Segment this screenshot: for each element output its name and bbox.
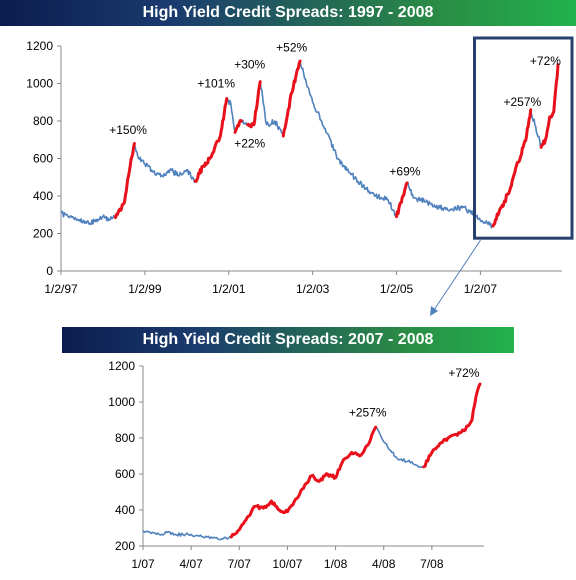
bottom-y-tick-label: 400 [115, 503, 135, 517]
bottom-x-tick-label: 4/07 [179, 557, 203, 571]
bottom-rally-segment [229, 425, 378, 539]
bottom-x-tick-label: 4/08 [372, 557, 396, 571]
bottom-x-tick-label: 10/07 [272, 557, 302, 571]
top-rally-annotation: +72% [530, 54, 561, 68]
bottom-rally-annotation: +257% [349, 405, 387, 419]
top-x-tick-label: 1/2/05 [380, 282, 414, 296]
top-rally-annotation: +69% [389, 164, 420, 178]
bottom-y-tick-label: 200 [115, 539, 135, 553]
bottom-y-tick-label: 1000 [108, 395, 135, 409]
top-rally-annotation: +101% [197, 76, 235, 90]
top-rally-annotation: +150% [109, 123, 147, 137]
top-rally-segment [193, 97, 229, 183]
zoom-connector-arrow [433, 239, 481, 311]
top-rally-annotation: +52% [276, 41, 307, 55]
top-rally-annotation: +257% [503, 95, 541, 109]
top-y-tick-label: 200 [33, 227, 53, 241]
top-rally-segment [114, 142, 136, 220]
bottom-y-tick-label: 600 [115, 467, 135, 481]
top-rally-annotation: +22% [234, 136, 265, 150]
top-y-tick-label: 600 [33, 152, 53, 166]
bottom-x-tick-label: 7/07 [228, 557, 252, 571]
top-rally-segment [246, 80, 262, 129]
zoom-highlight-box [473, 36, 574, 240]
top-rally-segment [281, 59, 302, 138]
top-x-tick-label: 1/2/07 [464, 282, 498, 296]
top-rally-segment [233, 118, 243, 134]
top-y-tick-label: 0 [46, 264, 53, 278]
top-y-tick-label: 1000 [26, 77, 53, 91]
top-rally-annotation: +30% [234, 58, 265, 72]
top-x-tick-label: 1/2/99 [128, 282, 162, 296]
top-x-tick-label: 1/2/03 [296, 282, 330, 296]
bottom-x-tick-label: 7/08 [420, 557, 444, 571]
top-rally-segment [395, 181, 409, 219]
top-x-tick-label: 1/2/97 [44, 282, 78, 296]
zoom-arrowhead [430, 306, 438, 316]
top-y-tick-label: 400 [33, 189, 53, 203]
bottom-rally-segment [422, 382, 482, 469]
top-chart-title: High Yield Credit Spreads: 1997 - 2008 [0, 0, 576, 26]
bottom-rally-annotation: +72% [448, 366, 479, 380]
bottom-y-tick-label: 800 [115, 431, 135, 445]
top-y-tick-label: 1200 [26, 39, 53, 53]
bottom-x-tick-label: 1/08 [324, 557, 348, 571]
top-x-tick-label: 1/2/01 [212, 282, 246, 296]
top-y-tick-label: 800 [33, 114, 53, 128]
bottom-y-tick-label: 1200 [108, 359, 135, 373]
bottom-chart-title: High Yield Credit Spreads: 2007 - 2008 [62, 327, 514, 353]
top-rally-segment [491, 108, 533, 228]
bottom-spread-line [142, 383, 481, 541]
top-rally-segment [539, 63, 560, 149]
bottom-x-tick-label: 1/07 [131, 557, 155, 571]
